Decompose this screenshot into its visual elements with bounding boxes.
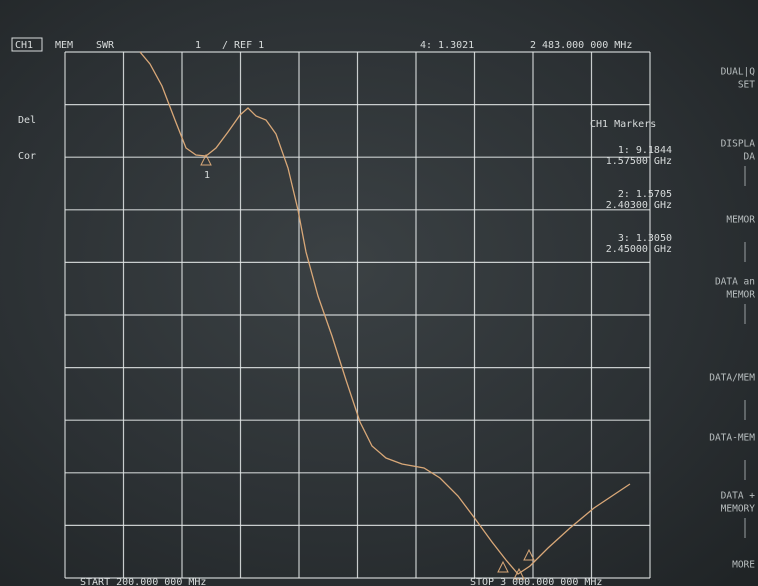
grid <box>64 51 651 579</box>
softkey-label: DATA/MEM <box>709 373 755 384</box>
scale: 1 <box>195 40 201 51</box>
status-cor: Cor <box>18 151 36 162</box>
marker-value: 2: 1.5705 <box>618 189 672 200</box>
softkeys: DUAL|Q SET DISPLA DA MEMOR DATA an MEMOR DATA/M… <box>709 67 755 571</box>
active-marker-frequency: 2 483.000 000 MHz <box>530 40 632 51</box>
status-del: Del <box>18 115 36 126</box>
marker-value: 3: 1.3050 <box>618 233 672 244</box>
softkey-label: MEMOR <box>726 290 755 301</box>
softkey-label: DATA + <box>721 491 756 502</box>
marker-value: 1: 9.1844 <box>618 145 672 156</box>
marker-frequency: 1.57500 GHz <box>606 156 672 167</box>
marker-frequency: 2.40300 GHz <box>606 200 672 211</box>
softkey-label: DUAL|Q <box>721 67 756 78</box>
markers-title: CH1 Markers <box>590 119 656 130</box>
softkey-label: MORE <box>732 560 755 571</box>
softkey-label: SET <box>738 80 755 91</box>
reference: / REF 1 <box>222 40 264 51</box>
marker-frequency: 2.45000 GHz <box>606 244 672 255</box>
softkey-label: DATA an <box>715 277 755 288</box>
swr-trace <box>139 51 631 575</box>
softkey-label: DA <box>744 152 756 163</box>
softkey-label: MEMORY <box>721 504 756 515</box>
format: SWR <box>96 40 115 51</box>
stop-frequency: STOP 3 000.000 000 MHz <box>470 577 602 586</box>
softkey-label: DISPLA <box>721 139 756 150</box>
marker-flags <box>200 153 535 580</box>
active-marker-value: 4: 1.3021 <box>420 40 474 51</box>
softkey-label: MEMOR <box>726 215 755 226</box>
channel-box <box>11 37 43 52</box>
softkey-label: DATA-MEM <box>709 433 755 444</box>
memory-mode: MEM <box>55 40 73 51</box>
channel: CH1 <box>15 40 33 51</box>
marker-1-flag: 1 <box>204 170 210 181</box>
start-frequency: START 200.000 000 MHz <box>80 577 206 586</box>
